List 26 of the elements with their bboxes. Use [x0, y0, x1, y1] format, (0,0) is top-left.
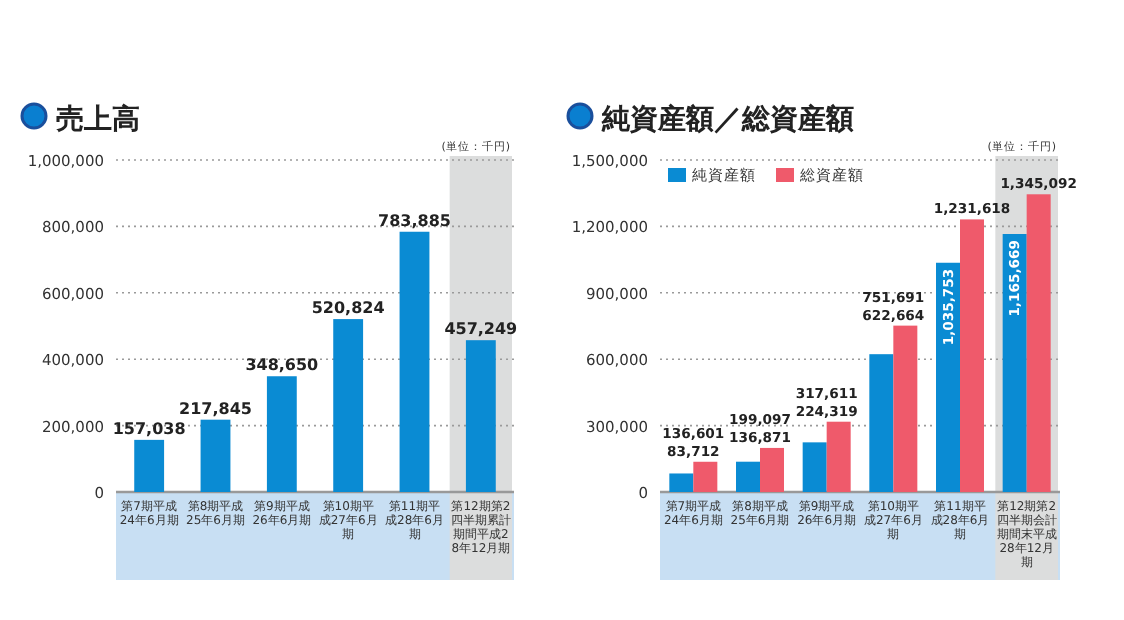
bar	[869, 354, 894, 492]
bar	[465, 340, 496, 492]
data-label: 783,885	[378, 211, 452, 230]
bar	[736, 461, 760, 492]
bar	[669, 473, 694, 492]
bar	[399, 231, 430, 492]
bar	[200, 419, 231, 492]
bar	[693, 461, 718, 492]
bar	[936, 262, 960, 492]
bar	[960, 219, 984, 492]
chart-title: 純資産額／総資産額	[600, 102, 854, 136]
data-label: 348,650	[245, 356, 320, 375]
data-label: 157,038	[112, 419, 187, 438]
data-label: 520,824	[311, 299, 386, 318]
bar	[1026, 194, 1051, 492]
data-label: 457,249	[444, 320, 519, 339]
bar	[134, 439, 165, 492]
chart-title: 売上高	[56, 102, 140, 136]
bar	[1002, 234, 1027, 492]
bar	[760, 447, 784, 492]
bar	[893, 325, 918, 492]
bar	[826, 421, 851, 492]
bar	[333, 319, 364, 492]
bar	[266, 376, 297, 492]
bar	[802, 442, 827, 492]
data-label: 217,845	[179, 399, 253, 418]
